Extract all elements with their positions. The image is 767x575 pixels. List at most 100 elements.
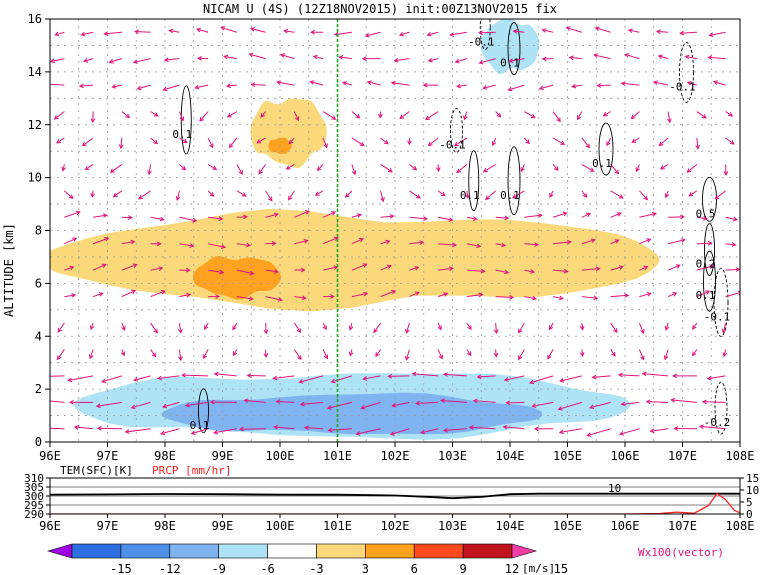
wind-region (480, 19, 540, 75)
wind-vector (453, 137, 468, 147)
wind-vector (366, 80, 381, 86)
wind-vector (581, 137, 591, 149)
y-tick-label: 4 (35, 329, 42, 343)
wind-vector (134, 29, 151, 35)
wind-vector (393, 58, 410, 63)
contour-label: 0.1 (172, 128, 192, 141)
wind-vector (93, 213, 108, 218)
wind-vector (361, 56, 381, 62)
wind-vector (258, 164, 267, 175)
colorbar-tick-label: -15 (110, 562, 132, 575)
wind-vector (159, 428, 180, 436)
wind-vector (502, 424, 525, 430)
wind-vector (118, 137, 124, 150)
wind-vector (53, 111, 65, 120)
wind-vector (495, 294, 515, 300)
y-tick-label: 6 (35, 276, 42, 290)
wind-vector (667, 111, 672, 124)
wind-vector (132, 58, 151, 64)
wind-vector (420, 428, 439, 435)
wind-vector (299, 401, 324, 407)
wind-vector (712, 80, 726, 86)
y-tick-label: 0 (35, 435, 42, 449)
main-y-axis: 0 2 4 6 8 10 12 14 16 (28, 12, 50, 449)
surface-x-tick-label: 100E (266, 519, 295, 533)
wind-vector (92, 263, 107, 271)
prcp-tick-label: 10 (746, 484, 759, 497)
wind-vector (236, 269, 255, 276)
wind-vector (524, 269, 535, 274)
wind-vector (209, 399, 237, 405)
wind-vector (422, 82, 439, 88)
wind-vector (706, 375, 726, 381)
contour-label: -0.1 (468, 35, 495, 48)
colorbar-tick-label: -12 (159, 562, 181, 575)
contour-line (704, 223, 715, 276)
wind-vector (208, 243, 227, 249)
colorbar-tick-label: 12 (505, 562, 519, 575)
y-tick-label: 12 (28, 118, 42, 132)
main-x-axis: 96E 97E 98E 99E 100E 101E 102E 103E 104E 105E 106E… (39, 442, 754, 463)
wind-vector (466, 349, 472, 357)
wind-vector (322, 211, 337, 218)
wind-vector (89, 322, 95, 331)
wind-vector (378, 111, 383, 119)
wind-vector (90, 111, 96, 124)
wind-vector (179, 243, 195, 248)
wind-vector (701, 399, 726, 405)
wind-vector (620, 401, 640, 407)
wind-vector (184, 401, 209, 408)
wind-vector (293, 111, 300, 122)
wind-vector (312, 54, 324, 60)
wind-vector (163, 57, 180, 63)
wind-vector (322, 349, 329, 360)
wind-vector (103, 31, 122, 36)
wind-vector (236, 242, 252, 248)
wind-vector (547, 349, 554, 360)
wind-vector (618, 428, 640, 436)
wind-vector (437, 349, 443, 360)
wind-vector (707, 55, 726, 60)
wind-vector (121, 289, 137, 298)
wind-vector (649, 428, 669, 434)
wind-vector (725, 267, 740, 272)
contour-line (507, 146, 521, 216)
wind-vector (655, 29, 669, 35)
temp-tick-label: 295 (24, 499, 44, 512)
wind-vector (442, 427, 467, 433)
wind-vector (375, 349, 382, 358)
wind-vector (553, 268, 569, 274)
wind-vector (698, 424, 726, 430)
temp-tick-label: 310 (24, 472, 44, 485)
wind-vector (179, 216, 198, 223)
wind-vector (348, 349, 354, 357)
wind-vector (294, 295, 307, 301)
wind-vector (390, 80, 410, 86)
contour-label: 0.1 (696, 289, 716, 302)
wind-vector (538, 84, 554, 91)
wind-vector (179, 164, 187, 171)
wind-vector (136, 84, 151, 91)
wind-vector (156, 375, 180, 381)
colorbar-segment (316, 543, 366, 559)
wind-vector (220, 26, 238, 33)
wind-vector (226, 111, 238, 118)
wind-vector (440, 398, 467, 404)
wind-vector (409, 291, 420, 298)
wind-vector (576, 111, 583, 121)
wind-vector (495, 242, 507, 248)
wind-vector (207, 137, 214, 149)
wind-vector (298, 375, 324, 384)
wind-vector (468, 425, 496, 430)
wind-vector (246, 373, 266, 378)
wind-vector (482, 163, 496, 173)
wind-vector (108, 58, 123, 64)
x-tick-label: 105E (553, 449, 582, 463)
wind-vector (150, 137, 159, 145)
wind-vector (454, 58, 468, 64)
x-tick-label: 104E (496, 449, 525, 463)
wind-vector (659, 163, 669, 170)
wind-vector (722, 349, 728, 358)
wind-vector (64, 237, 78, 245)
wind-vector (493, 322, 499, 335)
